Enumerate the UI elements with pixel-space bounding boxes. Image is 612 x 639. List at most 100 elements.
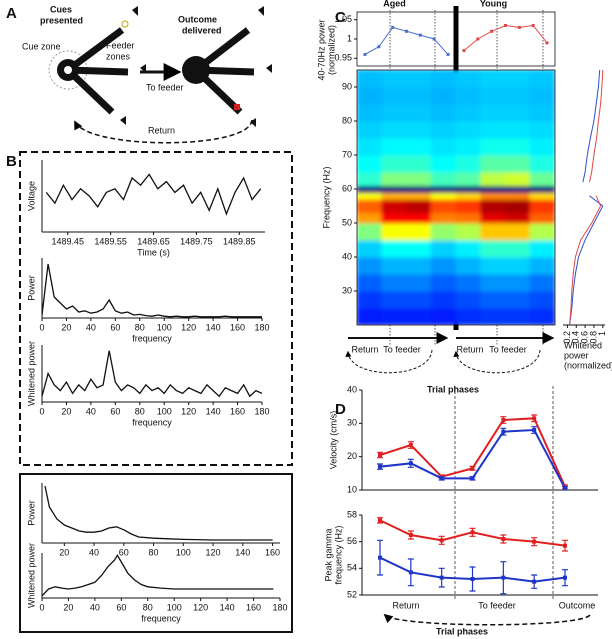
heatmap-cell [505,307,531,325]
x-axis-label: frequency [132,333,172,343]
heatmap-cell [406,137,432,156]
y-tick-label: 50 [342,217,352,227]
y-axis-label: Power [26,275,36,301]
x-tick-label: 60 [119,547,129,557]
heatmap-cell [430,171,457,187]
phase-label: Return [456,344,483,354]
data-line [41,554,274,597]
heatmap-cell [455,185,482,193]
heatmap-cell [455,256,482,275]
heatmap-cell [430,70,457,88]
heatmap-cell [430,86,457,105]
heatmap-cell [381,103,407,122]
x-tick-label: 40 [86,322,96,332]
y-axis-label: Voltage [26,181,36,211]
heatmap-cell [480,171,506,187]
heatmap-cell [529,290,555,309]
heatmap-cell [406,70,432,88]
x-tick-label: 100 [167,602,182,612]
heatmap-cell [406,86,432,105]
heatmap-cell [480,70,506,88]
heatmap-cell [505,239,531,258]
plot-frame [356,69,556,326]
series-name: Young [480,0,507,8]
x-tick-label: 160 [230,322,245,332]
heatmap-cell [505,222,531,241]
data-line [582,69,601,183]
heatmap-cell [529,273,555,292]
heatmap-cell [430,212,457,224]
heatmap-cell [430,273,457,292]
heatmap-cell [381,239,407,258]
heatmap-cell [480,290,506,309]
y-axis-label: Peak gamma [323,528,333,581]
y-tick-label: 40 [342,251,352,261]
heatmap-cell [529,154,555,173]
phase-arrow [383,613,591,626]
heatmap-cell [430,191,457,200]
heatmap-cell [381,191,407,200]
heatmap-cell [406,256,432,275]
heatmap-cells [357,70,555,325]
data-line [569,195,604,326]
heatmap-cell [529,256,555,275]
heatmap-cell [480,256,506,275]
heatmap-cell [480,239,506,258]
data-point [532,579,537,584]
heatmap-cell [455,222,482,241]
heatmap-cell [357,171,383,187]
y-axis-label: 40-70Hz power [316,19,326,80]
y-tick-label: 60 [342,183,352,193]
panel-frame [19,151,293,466]
heatmap-cell [430,239,457,258]
data-point [545,41,549,45]
heatmap-cell [430,154,457,173]
heatmap-cell [381,154,407,173]
x-tick-label: 1489.65 [137,236,170,246]
data-point [501,418,506,422]
heatmap-cell [480,185,506,193]
heatmap-cell [381,212,407,224]
x-tick-label: 40 [89,547,99,557]
y-tick-label: 56 [347,536,357,546]
data-point [531,24,535,27]
data-point [476,37,480,41]
heatmap-cell [406,198,432,214]
y-tick-label: 20 [347,451,357,461]
data-point [501,537,506,541]
x-tick-label: 180 [254,406,269,416]
data-point [532,416,537,421]
y-axis-label: Velocity (cm/s) [328,411,338,470]
y-tick-label: 54 [347,563,357,573]
heatmap-cell [455,103,482,122]
data-point [501,575,506,580]
heatmap-cell [455,191,482,200]
data-point [363,52,367,56]
x-axis-label: frequency [132,417,172,427]
data-point [563,486,567,491]
heatmap-cell [430,120,457,139]
y-tick-label: 30 [342,285,352,295]
phase-guides [454,386,554,600]
x-tick-label: 1 [597,331,607,336]
heatmap-cell [505,103,531,122]
data-point [462,49,466,53]
x-tick-label: 100 [157,406,172,416]
data-point [408,533,413,537]
data-point [432,37,436,41]
heatmap-cell [381,198,407,214]
heatmap-cell [529,120,555,139]
heatmap-cell [480,273,506,292]
data-point [470,476,475,481]
heatmap-cell [430,222,457,241]
x-tick-label: 20 [61,406,71,416]
heatmap-cell [357,239,383,258]
data-point [501,429,506,434]
series-name: Aged [383,0,406,8]
heatmap-cell [455,171,482,187]
y-tick-label: 52 [347,589,357,599]
data-point [470,530,475,535]
panel-label: D [335,401,346,418]
x-tick-label: 20 [61,322,71,332]
